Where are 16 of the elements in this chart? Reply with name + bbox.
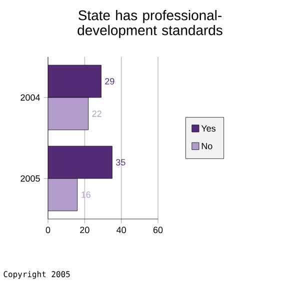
data-label: 22 <box>92 110 102 117</box>
bar <box>48 64 102 98</box>
bar <box>48 97 89 130</box>
legend-label: Yes <box>201 125 216 132</box>
y-tick-label: 2005 <box>20 175 40 182</box>
x-tick-label: 0 <box>46 226 50 234</box>
bar <box>48 146 112 179</box>
legend-label: No <box>202 142 212 150</box>
data-label: 29 <box>105 78 114 84</box>
bar <box>48 178 78 212</box>
x-tick-label: 20 <box>80 226 90 234</box>
x-tick-label: 60 <box>153 226 163 234</box>
chart-title: State has professional-development standards <box>78 10 222 38</box>
data-label: 35 <box>116 159 126 166</box>
x-tick-label: 40 <box>116 226 126 234</box>
y-tick-label: 2004 <box>20 94 40 101</box>
